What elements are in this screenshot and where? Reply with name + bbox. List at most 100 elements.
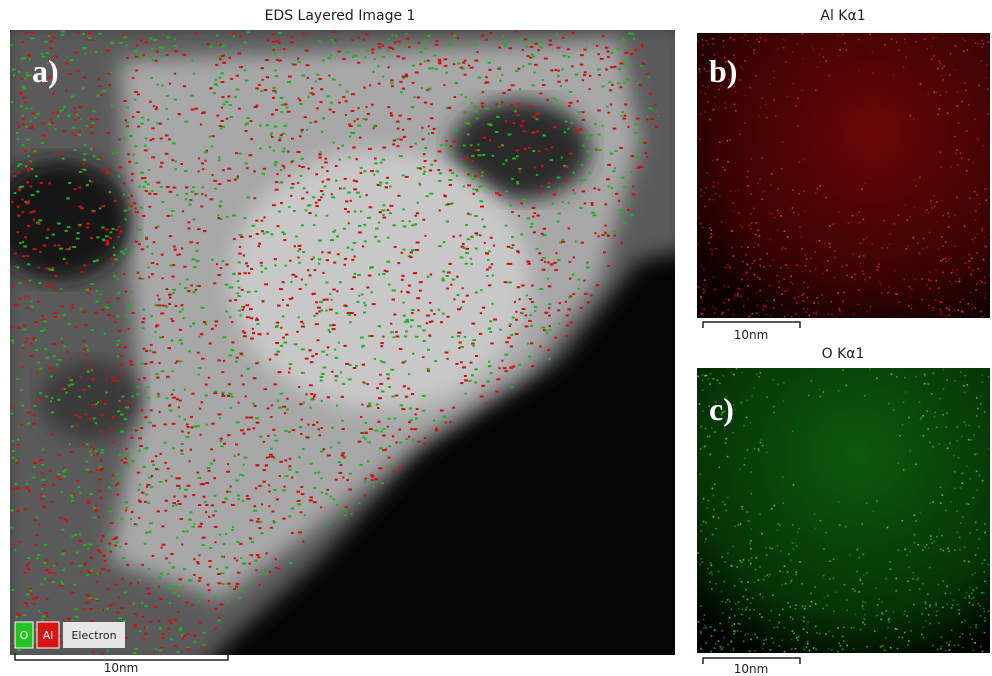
signal-dot (269, 571, 271, 573)
signal-dot (941, 200, 943, 202)
signal-dot (210, 463, 213, 465)
signal-dot (511, 178, 513, 180)
signal-dot (424, 437, 426, 439)
signal-dot (341, 396, 344, 398)
signal-dot (982, 230, 984, 232)
signal-dot (675, 532, 678, 534)
signal-dot (815, 268, 817, 270)
signal-dot (833, 578, 835, 580)
signal-dot (763, 266, 765, 268)
signal-dot (406, 33, 408, 35)
signal-dot (373, 124, 375, 126)
signal-dot (225, 566, 229, 568)
signal-dot (756, 75, 758, 77)
signal-dot (481, 35, 485, 37)
signal-dot (169, 404, 171, 406)
signal-dot (22, 241, 24, 243)
signal-dot (950, 166, 952, 168)
signal-dot (272, 97, 275, 99)
signal-dot (212, 514, 215, 516)
signal-dot (214, 608, 217, 610)
signal-dot (250, 120, 253, 122)
signal-dot (732, 211, 734, 213)
signal-dot (936, 201, 938, 203)
signal-dot (140, 172, 144, 174)
signal-dot (702, 45, 704, 47)
signal-dot (760, 37, 762, 39)
signal-dot (205, 504, 208, 506)
signal-dot (526, 294, 528, 296)
signal-dot (829, 225, 831, 227)
signal-dot (485, 108, 489, 110)
signal-dot (236, 583, 240, 585)
signal-dot (125, 448, 128, 450)
signal-dot (304, 514, 306, 516)
signal-dot (410, 319, 414, 321)
signal-dot (359, 196, 361, 198)
signal-dot (112, 380, 116, 382)
signal-dot (138, 229, 142, 231)
signal-dot (430, 309, 433, 311)
signal-dot (274, 70, 277, 72)
signal-dot (170, 622, 173, 624)
signal-dot (340, 464, 343, 466)
signal-dot (305, 358, 309, 360)
signal-dot (178, 113, 181, 115)
signal-dot (333, 31, 336, 33)
signal-dot (98, 516, 100, 518)
signal-dot (53, 355, 56, 357)
signal-dot (721, 313, 723, 315)
signal-dot (499, 329, 501, 331)
signal-dot (730, 190, 732, 192)
signal-dot (88, 571, 91, 573)
signal-dot (168, 587, 171, 589)
signal-dot (527, 217, 531, 219)
signal-dot (773, 379, 775, 381)
signal-dot (253, 170, 256, 172)
signal-dot (169, 191, 173, 193)
signal-dot (969, 478, 971, 480)
signal-dot (475, 248, 478, 250)
signal-dot (635, 157, 638, 159)
signal-dot (40, 498, 44, 500)
signal-dot (982, 228, 984, 230)
signal-dot (266, 231, 270, 233)
signal-dot (294, 343, 298, 345)
signal-dot (122, 557, 125, 559)
signal-dot (387, 38, 390, 40)
signal-dot (931, 45, 933, 47)
signal-dot (211, 259, 213, 261)
signal-dot (157, 395, 161, 397)
signal-dot (572, 189, 574, 191)
signal-dot (769, 239, 771, 241)
signal-dot (753, 208, 755, 210)
signal-dot (440, 321, 443, 323)
signal-dot (416, 408, 419, 410)
signal-dot (19, 93, 21, 95)
signal-dot (198, 285, 201, 287)
signal-dot (525, 46, 528, 48)
signal-dot (777, 210, 779, 212)
signal-dot (447, 316, 450, 318)
signal-dot (38, 282, 41, 284)
signal-dot (242, 563, 246, 565)
signal-dot (512, 158, 516, 160)
signal-dot (93, 260, 97, 262)
signal-dot (750, 228, 752, 230)
signal-dot (342, 452, 345, 454)
signal-dot (415, 336, 419, 338)
signal-dot (145, 238, 148, 240)
signal-dot (51, 269, 54, 271)
signal-dot (400, 139, 403, 141)
signal-dot (544, 312, 548, 314)
signal-dot (161, 633, 165, 635)
signal-dot (447, 272, 451, 274)
signal-dot (227, 434, 231, 436)
signal-dot (301, 33, 305, 35)
signal-dot (187, 426, 190, 428)
signal-dot (360, 167, 363, 169)
signal-dot (265, 59, 269, 61)
signal-dot (205, 324, 208, 326)
signal-dot (222, 395, 226, 397)
signal-dot (256, 569, 258, 571)
